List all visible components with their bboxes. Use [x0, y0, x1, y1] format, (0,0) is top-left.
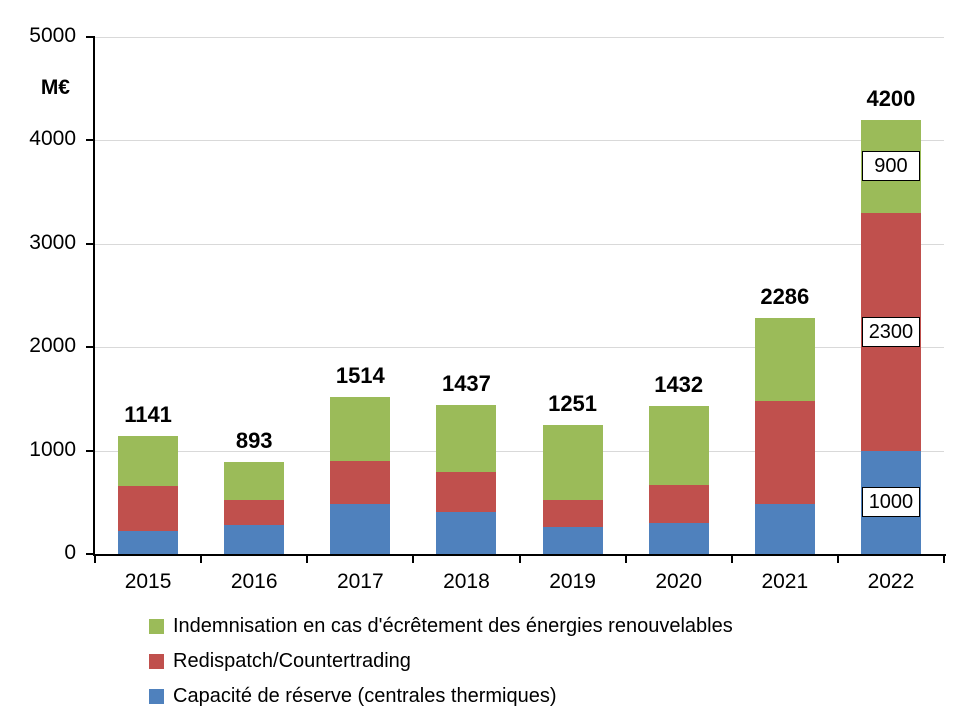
x-axis-tick: [306, 554, 309, 563]
x-axis-tick: [836, 554, 839, 563]
x-axis-label: 2020: [655, 570, 703, 593]
x-axis-label: 2016: [230, 570, 278, 593]
y-axis-label: 5000: [29, 24, 76, 47]
y-axis-unit-label: M€: [40, 76, 70, 99]
y-axis-tick: [86, 242, 95, 245]
gridline: [95, 347, 944, 349]
x-axis-tick: [943, 554, 945, 563]
legend-swatch-icon: [149, 619, 164, 634]
bar-segment: [436, 472, 497, 513]
gridline: [95, 450, 944, 452]
bar-total-label: 1437: [441, 371, 491, 397]
bar-total-label: 2286: [760, 283, 810, 309]
y-axis-tick: [86, 449, 95, 452]
x-axis-label: 2018: [443, 570, 490, 593]
y-axis-tick: [86, 553, 95, 555]
x-axis-tick: [94, 554, 96, 563]
x-axis-label: 2021: [761, 570, 809, 593]
legend: Indemnisation en cas d'écrêtement des én…: [149, 615, 733, 720]
y-axis-label: 2000: [29, 334, 76, 358]
x-axis-label: 2017: [336, 570, 384, 593]
bar-segment: [224, 500, 285, 525]
y-axis-tick: [86, 139, 95, 142]
y-axis-tick: [86, 346, 95, 349]
bar-segment: [754, 400, 815, 505]
bar-total-label: 4200: [866, 85, 916, 111]
segment-value-label: 2300: [861, 316, 920, 347]
bar-total-label: 1251: [548, 390, 598, 416]
legend-label: Redispatch/Countertrading: [173, 650, 411, 672]
segment-value-label: 1000: [861, 487, 920, 518]
bar-segment: [542, 499, 603, 528]
gridline: [95, 37, 944, 38]
bar-segment: [648, 485, 709, 524]
x-axis-label: 2022: [867, 570, 915, 593]
bar-segment: [436, 405, 497, 473]
y-axis-line: [93, 37, 95, 556]
bar-total-label: 1141: [124, 402, 172, 428]
y-axis-tick: [86, 36, 95, 38]
x-axis-tick: [730, 554, 733, 563]
x-axis-tick: [624, 554, 627, 563]
bar-segment: [648, 523, 709, 554]
gridline: [95, 140, 944, 142]
x-axis-tick: [200, 554, 203, 563]
bar-segment: [648, 405, 709, 486]
legend-label: Capacité de réserve (centrales thermique…: [173, 685, 557, 707]
x-axis-tick: [518, 554, 521, 563]
bar-segment: [118, 436, 179, 487]
gridline: [95, 243, 944, 245]
x-axis-label: 2015: [124, 570, 172, 593]
bar-total-label: 893: [235, 427, 273, 453]
bar-segment: [330, 397, 391, 462]
bar-segment: [224, 461, 285, 501]
bar-segment: [224, 524, 285, 554]
bar-segment: [754, 317, 815, 401]
bar-segment: [436, 512, 497, 554]
x-axis-tick: [412, 554, 415, 563]
bar-segment: [330, 461, 391, 505]
y-axis-label: 1000: [29, 437, 76, 461]
y-axis-label: 0: [64, 541, 76, 564]
legend-label: Indemnisation en cas d'écrêtement des én…: [173, 615, 733, 637]
y-axis-label: 4000: [29, 127, 76, 151]
legend-item: Capacité de réserve (centrales thermique…: [149, 685, 733, 708]
legend-item: Indemnisation en cas d'écrêtement des én…: [149, 615, 733, 638]
bar-segment: [542, 527, 603, 554]
bar-segment: [330, 504, 391, 554]
bar-total-label: 1514: [335, 363, 385, 389]
legend-swatch-icon: [149, 654, 164, 669]
segment-value-label: 900: [861, 151, 920, 182]
x-axis-label: 2019: [549, 570, 596, 593]
bar-segment: [542, 424, 603, 500]
bar-total-label: 1432: [654, 371, 704, 397]
bar-segment: [118, 486, 179, 531]
bar-segment: [754, 504, 815, 554]
legend-swatch-icon: [149, 689, 164, 704]
legend-item: Redispatch/Countertrading: [149, 650, 733, 673]
y-axis-label: 3000: [29, 230, 76, 254]
bar-segment: [118, 530, 179, 554]
